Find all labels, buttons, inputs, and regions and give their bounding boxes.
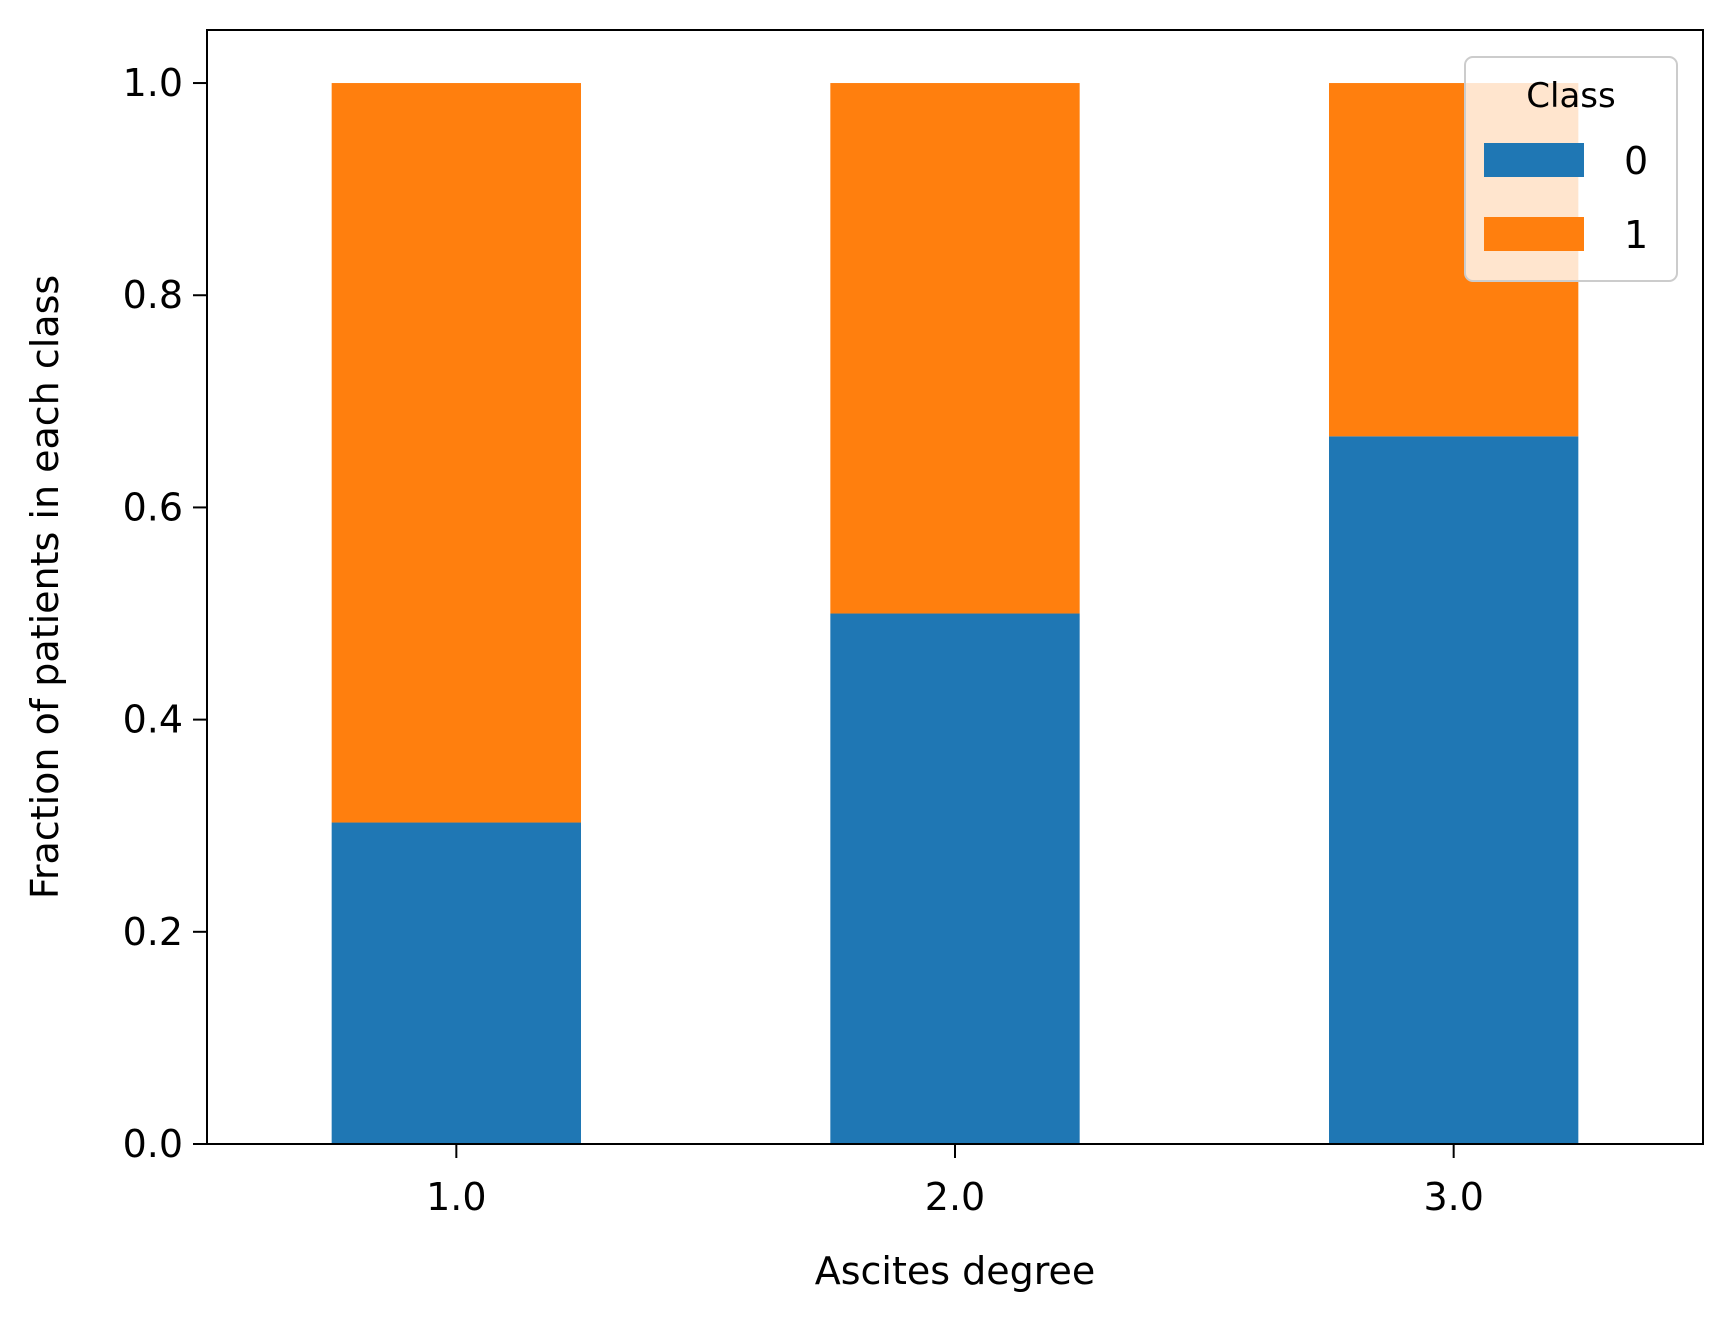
- y-axis-label: Fraction of patients in each class: [23, 275, 67, 899]
- bar-series-1-1.0: [331, 83, 581, 823]
- bar-series-0-1.0: [331, 822, 581, 1144]
- bars-group: [331, 83, 1579, 1145]
- bar-series-1-2.0: [830, 83, 1080, 614]
- x-tick-label: 3.0: [1423, 1175, 1483, 1219]
- bar-series-0-3.0: [1329, 436, 1579, 1145]
- y-tick-label: 0.6: [123, 485, 183, 529]
- y-tick-label: 0.2: [123, 910, 183, 954]
- x-axis: 1.0 2.0 3.0: [426, 1144, 1484, 1219]
- x-tick-label: 2.0: [925, 1175, 985, 1219]
- y-tick-label: 1.0: [123, 61, 183, 105]
- legend-label-0: 0: [1624, 139, 1648, 183]
- legend: Class 01: [1464, 56, 1678, 282]
- legend-swatch-1: [1484, 217, 1584, 251]
- legend-swatch-0: [1484, 143, 1584, 177]
- y-axis: 0.0 0.2 0.4 0.6 0.8 1.0: [123, 61, 207, 1166]
- x-tick-label: 1.0: [426, 1175, 486, 1219]
- legend-title: Class: [1526, 76, 1615, 116]
- y-tick-label: 0.0: [123, 1122, 183, 1166]
- y-tick-label: 0.8: [123, 273, 183, 317]
- bar-series-0-2.0: [830, 613, 1080, 1144]
- legend-label-1: 1: [1624, 213, 1648, 257]
- y-tick-label: 0.4: [123, 698, 183, 742]
- legend-items: 01: [1484, 139, 1648, 257]
- x-axis-label: Ascites degree: [815, 1249, 1096, 1293]
